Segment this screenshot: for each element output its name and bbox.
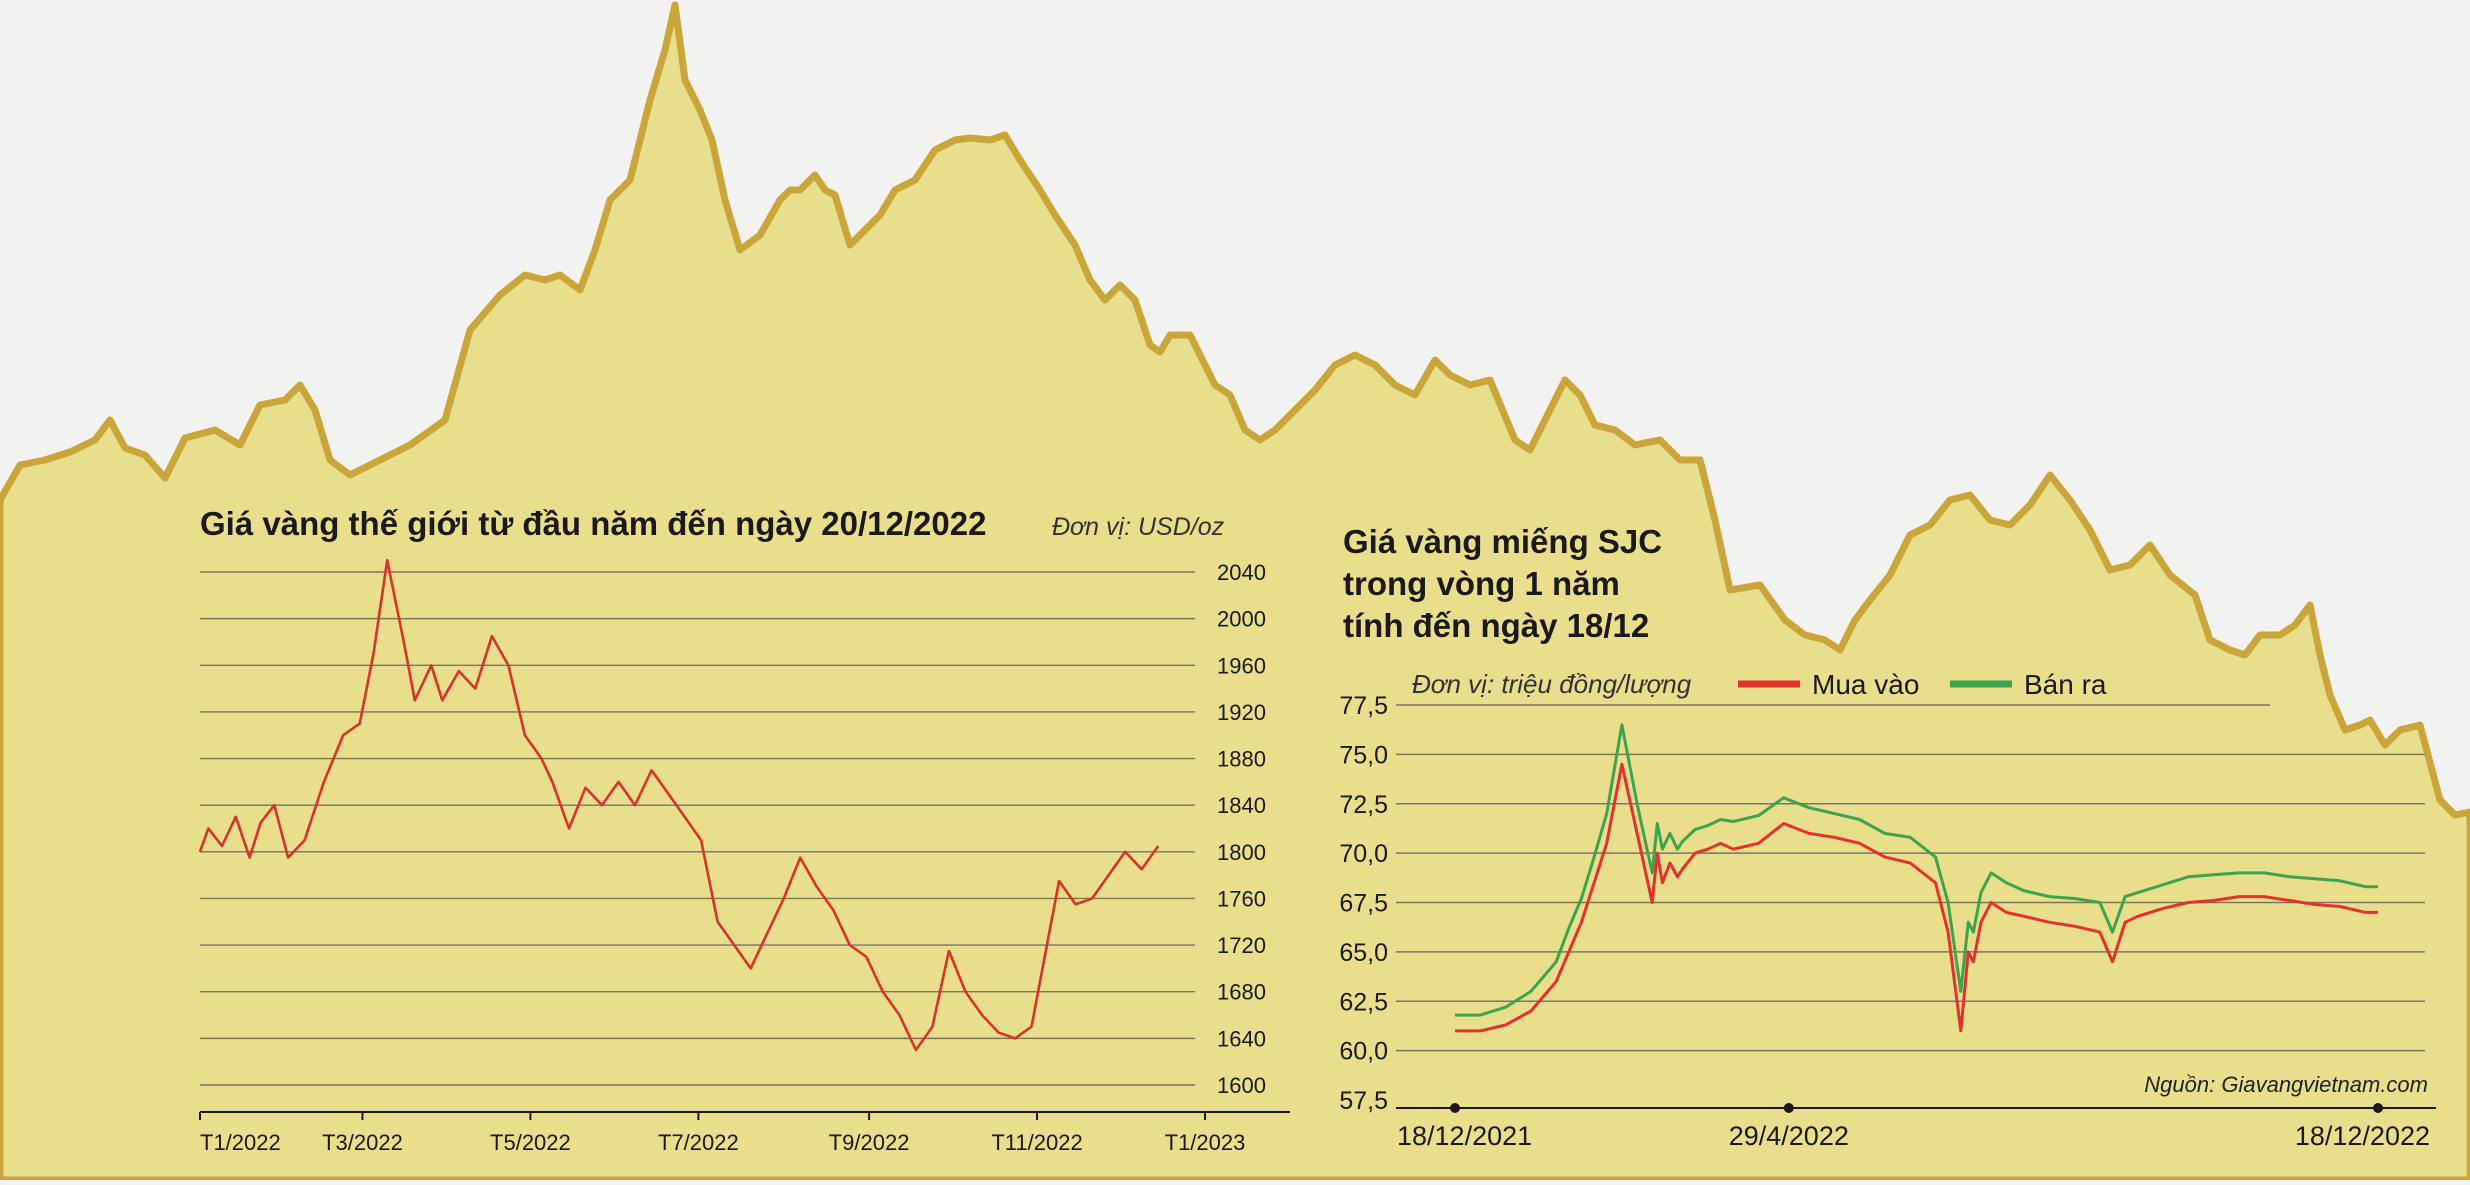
- chart2-x-tick-label: 18/12/2021: [1397, 1121, 1532, 1151]
- chart1-y-tick-label: 2000: [1217, 607, 1266, 632]
- chart2-x-tick-label: 18/12/2022: [2295, 1121, 2430, 1151]
- chart2-y-tick-label: 67,5: [1339, 890, 1388, 918]
- chart2-title-line-3: tính đến ngày 18/12: [1343, 607, 1649, 644]
- chart1-x-tick-label: T7/2022: [658, 1130, 739, 1155]
- chart1-x-tick-labels: T1/2022 T3/2022 T5/2022 T7/2022 T9/2022 T11/2…: [199, 1112, 1246, 1155]
- chart2-y-tick-label: 70,0: [1339, 840, 1388, 868]
- chart2-x-tick-labels: 18/12/2021 29/4/2022 18/12/2022: [1397, 1103, 2430, 1151]
- chart2-y-tick-label: 65,0: [1339, 939, 1388, 967]
- chart1-y-tick-label: 1960: [1217, 653, 1266, 678]
- chart1-y-tick-label: 1600: [1217, 1073, 1266, 1098]
- chart2-y-tick-labels: 77,5 75,0 72,5 70,0 67,5 65,0 62,5 60,0 57,5: [1339, 692, 1388, 1115]
- world-gold-chart: Giá vàng thế giới từ đầu năm đến ngày 20…: [198, 505, 1290, 1155]
- chart2-legend: Mua vào Bán ra: [1738, 669, 2107, 700]
- chart1-y-tick-labels: 2040 2000 1960 1920 1880 1840 1800 1760 1720 1680…: [1217, 560, 1266, 1098]
- chart1-x-tick-label: T1/2022: [200, 1130, 281, 1155]
- chart1-y-tick-label: 2040: [1217, 560, 1266, 585]
- chart2-y-tick-label: 62,5: [1339, 988, 1388, 1016]
- chart2-unit-label: Đơn vị: triệu đồng/lượng: [1412, 669, 1692, 699]
- chart2-x-tick-dot: [2373, 1103, 2383, 1113]
- chart1-y-tick-label: 1640: [1217, 1026, 1266, 1051]
- chart1-y-tick-label: 1720: [1217, 933, 1266, 958]
- chart2-y-tick-label: 72,5: [1339, 791, 1388, 819]
- sjc-gold-chart: Giá vàng miếng SJC trong vòng 1 năm tính…: [1339, 523, 2436, 1151]
- chart1-unit-label: Đơn vị: USD/oz: [1052, 513, 1225, 541]
- chart2-y-tick-label: 57,5: [1339, 1087, 1388, 1115]
- chart1-y-tick-label: 1760: [1217, 886, 1266, 911]
- chart1-x-tick-label: T3/2022: [322, 1130, 403, 1155]
- chart2-y-tick-label: 75,0: [1339, 741, 1388, 769]
- chart2-x-tick-dot: [1450, 1103, 1460, 1113]
- chart1-x-tick-label: T1/2023: [1165, 1130, 1246, 1155]
- chart1-y-tick-label: 1840: [1217, 793, 1266, 818]
- chart1-y-tick-label: 1920: [1217, 700, 1266, 725]
- legend-sell-label: Bán ra: [2024, 669, 2107, 700]
- chart1-x-tick-label: T9/2022: [829, 1130, 910, 1155]
- chart2-x-tick-dot: [1783, 1103, 1794, 1113]
- chart2-series-sell-line: [1455, 723, 2378, 1017]
- source-credit: Nguồn: Giavangvietnam.com: [2144, 1072, 2428, 1097]
- chart2-y-tick-label: 60,0: [1339, 1038, 1388, 1066]
- chart1-title: Giá vàng thế giới từ đầu năm đến ngày 20…: [200, 505, 986, 542]
- chart1-x-tick-label: T11/2022: [991, 1130, 1082, 1155]
- chart2-x-tick-label: 29/4/2022: [1729, 1121, 1849, 1151]
- chart1-y-tick-label: 1880: [1217, 747, 1266, 772]
- chart1-gridlines: [200, 571, 1195, 1086]
- legend-buy-label: Mua vào: [1812, 669, 1919, 700]
- chart2-y-tick-label: 77,5: [1339, 692, 1388, 720]
- chart1-series-world-gold-line: [198, 559, 1160, 1052]
- chart1-y-tick-label: 1800: [1217, 840, 1266, 865]
- chart2-gridlines: [1396, 704, 2425, 1052]
- chart1-x-tick-label: T5/2022: [490, 1130, 571, 1155]
- chart2-title-line-1: Giá vàng miếng SJC: [1343, 523, 1662, 560]
- chart1-y-tick-label: 1680: [1217, 980, 1266, 1005]
- chart2-series-buy-line: [1455, 762, 2378, 1033]
- chart2-title-line-2: trong vòng 1 năm: [1343, 565, 1620, 602]
